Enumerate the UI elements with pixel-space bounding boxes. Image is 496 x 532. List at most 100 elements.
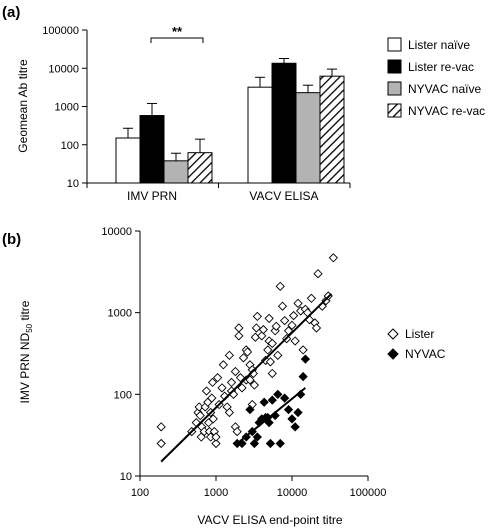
- point-lister: [288, 310, 299, 321]
- bar-lister-naive-vacv-elisa: [247, 86, 273, 184]
- point-lister: [267, 338, 277, 349]
- point-lister: [265, 357, 276, 367]
- point-lister: [238, 353, 249, 363]
- error-bar-lister-re-vac-imv-prn: [147, 102, 157, 116]
- point-lister: [245, 375, 255, 385]
- panel-a-error-bars: [123, 57, 337, 161]
- trendline-nyvac: [236, 387, 307, 445]
- point-nyvac: [275, 438, 285, 449]
- panel-a-ylabel: Geomean Ab titre: [16, 59, 30, 153]
- point-lister: [201, 386, 212, 396]
- point-lister: [195, 410, 205, 421]
- point-lister: [277, 301, 288, 311]
- point-lister: [306, 293, 317, 303]
- point-lister: [263, 345, 273, 355]
- error-bar-lister-naive-vacv-elisa: [255, 76, 265, 88]
- panel-a-y-tick-label: 10: [67, 178, 79, 190]
- legend-item-lister-revac: Lister re-vac: [387, 59, 474, 74]
- point-lister: [293, 298, 303, 308]
- point-lister: [249, 380, 260, 390]
- point-lister: [237, 383, 247, 393]
- point-lister: [230, 366, 241, 377]
- point-lister: [257, 331, 267, 341]
- point-lister: [207, 393, 217, 403]
- trendline-lister: [160, 293, 333, 463]
- panel-a-bars: [115, 62, 345, 184]
- panel-b-axes: [139, 231, 368, 477]
- category-label-vacv-elisa: VACV ELISA: [249, 189, 318, 203]
- point-lister: [313, 269, 323, 279]
- point-lister: [217, 383, 227, 393]
- point-lister: [252, 311, 262, 322]
- panel-b-label: (b): [2, 231, 21, 248]
- panel-a-y-tick-label: 10000: [48, 63, 79, 75]
- point-lister: [234, 323, 244, 333]
- point-nyvac: [300, 354, 311, 364]
- bar-lister-re-vac-imv-prn: [139, 115, 165, 184]
- point-lister: [279, 315, 290, 326]
- point-nyvac: [298, 371, 308, 382]
- svg-text:Lister naïve: Lister naïve: [408, 38, 470, 52]
- point-lister: [311, 323, 322, 333]
- significance-label: **: [172, 24, 183, 39]
- panel-b-xlabel: VACV ELISA end-point titre: [197, 513, 343, 527]
- error-bar-nyvac-re-vac-vacv-elisa: [327, 68, 337, 77]
- point-lister: [235, 373, 246, 383]
- svg-text:NYVAC naïve: NYVAC naïve: [408, 82, 481, 96]
- bar-nyvac-naive-vacv-elisa: [295, 92, 321, 184]
- bar-lister-naive-imv-prn: [115, 137, 141, 184]
- panel-b-x-tick-label: 10000: [277, 487, 308, 499]
- point-lister: [298, 345, 308, 355]
- point-lister: [250, 332, 261, 342]
- error-bar-lister-naive-imv-prn: [123, 127, 133, 139]
- panel-b-x-tick-label: 1000: [204, 487, 228, 499]
- panel-b-y-tick-label: 10000: [101, 226, 132, 238]
- point-nyvac: [267, 395, 277, 405]
- panel-b-y-ticks: 10 100 1000 10000: [101, 226, 140, 483]
- point-lister: [275, 281, 285, 291]
- point-lister: [226, 377, 237, 388]
- legend-item-lister-naive: Lister naïve: [387, 37, 470, 52]
- point-lister: [264, 313, 274, 324]
- point-nyvac: [283, 404, 294, 415]
- panel-b-ylabel: IMV PRN ND50 titre: [18, 300, 34, 403]
- point-nyvac: [252, 432, 262, 442]
- panel-b-legend: Lister NYVAC: [387, 327, 446, 361]
- bar-lister-re-vac-vacv-elisa: [271, 62, 297, 184]
- legend-item-nyvac-revac: NYVAC re-vac: [387, 103, 485, 118]
- point-lister: [211, 432, 221, 442]
- point-lister: [156, 438, 166, 449]
- point-lister: [234, 331, 244, 341]
- error-bar-nyvac-naive-vacv-elisa: [303, 84, 313, 93]
- category-label-imv-prn: IMV PRN: [127, 189, 177, 203]
- point-lister: [194, 402, 204, 412]
- point-lister: [218, 360, 229, 370]
- error-bar-nyvac-naive-imv-prn: [171, 152, 181, 161]
- svg-text:NYVAC: NYVAC: [405, 347, 446, 361]
- point-lister: [224, 407, 235, 418]
- point-nyvac: [259, 397, 269, 407]
- panel-a-y-tick-label: 1000: [55, 102, 79, 114]
- point-lister: [211, 438, 221, 449]
- panel-b-y-tick-label: 100: [114, 389, 132, 401]
- point-lister: [258, 324, 269, 335]
- bar-nyvac-re-vac-vacv-elisa: [319, 75, 345, 184]
- legend-item-nyvac: NYVAC: [387, 347, 446, 361]
- significance-bracket: **: [150, 24, 204, 43]
- point-lister: [251, 323, 262, 333]
- legend-item-lister: Lister: [387, 327, 434, 341]
- panel-b-x-tick-label: 100: [131, 487, 149, 499]
- point-lister: [287, 320, 297, 330]
- point-nyvac: [287, 414, 297, 424]
- point-lister: [207, 377, 218, 388]
- point-lister: [290, 336, 300, 346]
- point-lister: [208, 414, 218, 424]
- legend-item-nyvac-naive: NYVAC naïve: [387, 81, 481, 96]
- bar-nyvac-naive-imv-prn: [163, 160, 189, 184]
- point-nyvac: [265, 438, 276, 449]
- point-lister: [156, 422, 166, 432]
- point-lister: [271, 321, 281, 331]
- point-nyvac: [279, 393, 290, 403]
- panel-b: (b) IMV PRN ND50 titre VACV ELISA end-po…: [2, 226, 446, 527]
